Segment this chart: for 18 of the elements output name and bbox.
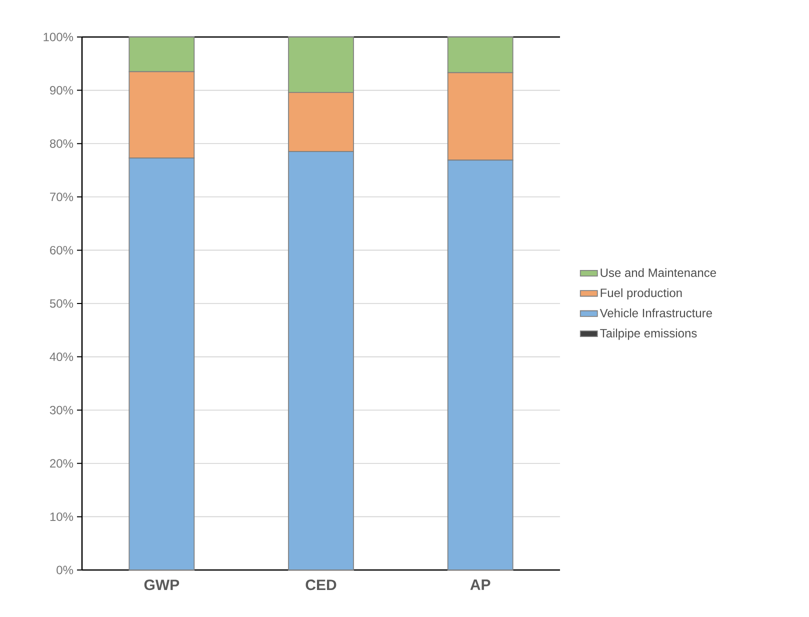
y-tick-label: 100% <box>44 32 74 42</box>
legend-label: Use and Maintenance <box>600 268 716 277</box>
x-tick-label: GWP <box>144 580 180 590</box>
y-tick-label: 0% <box>56 566 74 574</box>
y-tick-label: 70% <box>50 192 74 202</box>
y-tick-label: 10% <box>50 512 74 521</box>
y-tick-label: 40% <box>50 352 74 362</box>
y-tick-label: 80% <box>50 139 74 148</box>
legend-label: Fuel production <box>600 288 682 300</box>
x-tick-label: AP <box>470 580 490 590</box>
x-tick-label: CED <box>306 580 336 590</box>
legend-label: Tailpipe emissions <box>600 328 697 340</box>
y-tick-label: 50% <box>50 299 74 308</box>
y-tick-label: 30% <box>50 406 74 414</box>
legend-label: Vehicle Infrastructure <box>600 308 712 318</box>
y-tick-label: 90% <box>50 86 74 95</box>
y-tick-label: 20% <box>50 459 74 468</box>
y-tick-label: 60% <box>50 246 74 254</box>
